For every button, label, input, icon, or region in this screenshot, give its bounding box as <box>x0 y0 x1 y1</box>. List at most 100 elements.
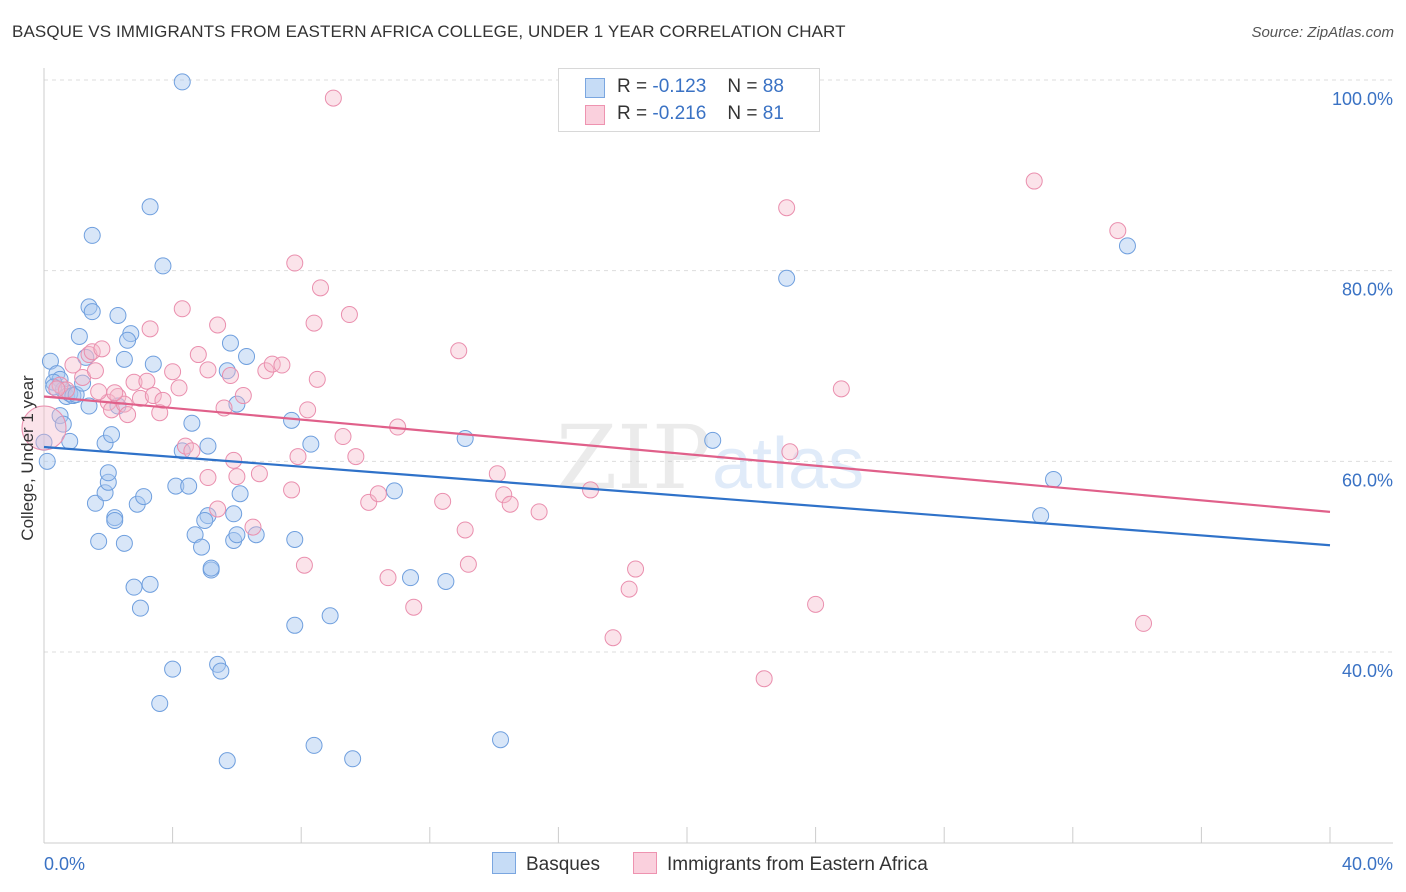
point-immigrants <box>347 448 365 466</box>
point-immigrants <box>807 595 825 613</box>
point-immigrants <box>620 580 638 598</box>
bottom-legend-swatch-basques <box>492 852 516 874</box>
point-basques <box>141 575 159 593</box>
point-immigrants <box>283 481 301 499</box>
point-immigrants <box>119 406 137 424</box>
point-immigrants <box>131 389 149 407</box>
point-immigrants <box>1135 614 1153 632</box>
bottom-legend-label-basques: Basques <box>526 854 600 875</box>
legend-r-label: R = <box>617 76 648 97</box>
point-basques <box>218 362 236 380</box>
bottom-legend-swatch-immigrants <box>633 852 657 874</box>
point-basques <box>131 599 149 617</box>
point-basques <box>90 532 108 550</box>
point-immigrants <box>228 468 246 486</box>
point-basques <box>202 559 220 577</box>
point-basques <box>286 616 304 634</box>
point-basques <box>212 662 230 680</box>
legend-swatch-basques <box>585 78 605 98</box>
point-basques <box>196 511 214 529</box>
point-basques <box>385 482 403 500</box>
point-immigrants <box>106 384 124 402</box>
point-basques <box>74 374 92 392</box>
y-tick-label: 80.0% <box>1342 280 1393 300</box>
point-immigrants <box>379 569 397 587</box>
point-immigrants <box>627 560 645 578</box>
point-basques <box>48 365 66 383</box>
y-axis-label: College, Under 1 year <box>18 375 37 541</box>
point-immigrants <box>405 598 423 616</box>
point-basques <box>70 327 88 345</box>
point-immigrants <box>1025 172 1043 190</box>
point-basques <box>115 534 133 552</box>
point-basques <box>193 538 211 556</box>
point-immigrants <box>495 486 513 504</box>
point-immigrants <box>48 380 66 398</box>
point-basques <box>54 415 72 433</box>
point-immigrants <box>21 405 67 451</box>
point-basques <box>283 411 301 429</box>
point-basques <box>344 750 362 768</box>
legend-n-label: N = <box>727 103 758 124</box>
trendline-immigrants <box>43 395 1331 513</box>
point-immigrants <box>93 340 111 358</box>
point-basques <box>402 569 420 587</box>
point-immigrants <box>244 518 262 536</box>
point-immigrants <box>781 443 799 461</box>
y-tick-label: 60.0% <box>1342 470 1393 490</box>
point-basques <box>437 572 455 590</box>
axes <box>43 68 1393 844</box>
y-tick-label: 40.0% <box>1342 661 1393 681</box>
point-immigrants <box>209 316 227 334</box>
point-basques <box>125 578 143 596</box>
point-basques <box>199 437 217 455</box>
point-basques <box>135 488 153 506</box>
point-basques <box>77 348 95 366</box>
point-basques <box>144 355 162 373</box>
chart-title: BASQUE VS IMMIGRANTS FROM EASTERN AFRICA… <box>12 22 846 41</box>
y-tick-label: 100.0% <box>1332 89 1393 109</box>
point-basques <box>228 526 246 544</box>
point-immigrants <box>199 469 217 487</box>
point-basques <box>183 414 201 432</box>
point-basques <box>83 226 101 244</box>
point-immigrants <box>170 379 188 397</box>
point-immigrants <box>305 314 323 332</box>
point-immigrants <box>778 199 796 217</box>
point-immigrants <box>64 356 82 374</box>
legend-n-value: 88 <box>762 76 784 97</box>
point-immigrants <box>250 465 268 483</box>
point-basques <box>164 660 182 678</box>
source-label: Source: ZipAtlas.com <box>1251 24 1394 41</box>
point-immigrants <box>125 373 143 391</box>
bottom-legend-immigrants: Immigrants from Eastern Africa <box>633 852 928 876</box>
point-immigrants <box>189 346 207 364</box>
point-immigrants <box>199 361 217 379</box>
gridlines <box>44 79 1393 653</box>
point-immigrants <box>144 387 162 405</box>
point-immigrants <box>459 555 477 573</box>
point-immigrants <box>604 629 622 647</box>
point-immigrants <box>434 492 452 510</box>
point-immigrants <box>183 442 201 460</box>
point-immigrants <box>289 448 307 466</box>
point-basques <box>173 73 191 91</box>
bottom-legend-label-immigrants: Immigrants from Eastern Africa <box>667 854 928 875</box>
point-immigrants <box>86 362 104 380</box>
point-basques <box>83 303 101 321</box>
point-basques <box>115 350 133 368</box>
point-immigrants <box>151 404 169 422</box>
point-immigrants <box>340 306 358 324</box>
legend-swatch-immigrants <box>585 105 605 125</box>
point-immigrants <box>273 356 291 374</box>
point-basques <box>228 395 246 413</box>
x-tick-label-end: 40.0% <box>1342 854 1393 874</box>
point-immigrants <box>141 320 159 338</box>
point-basques <box>180 477 198 495</box>
point-basques <box>45 378 63 396</box>
point-basques <box>321 607 339 625</box>
point-immigrants <box>164 363 182 381</box>
point-immigrants <box>286 254 304 272</box>
point-immigrants <box>456 521 474 539</box>
